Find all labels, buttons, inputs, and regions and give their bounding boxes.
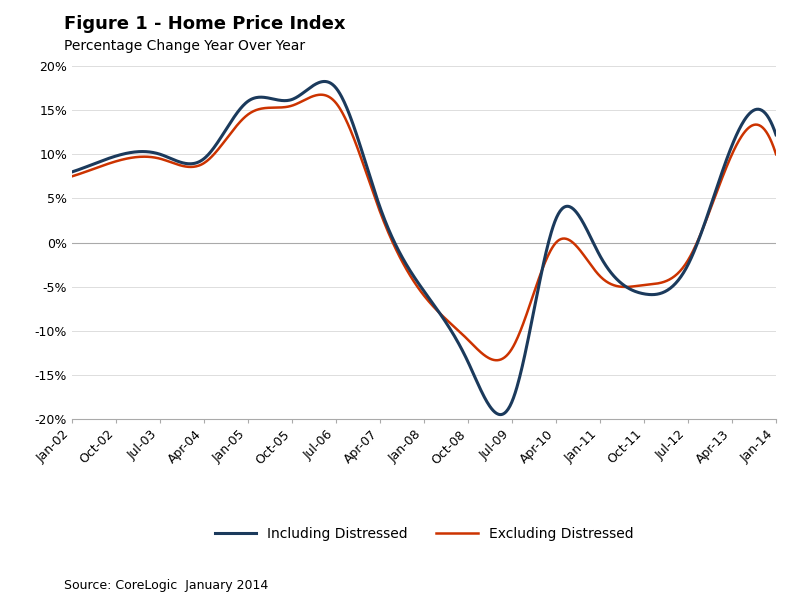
Text: Source: CoreLogic  January 2014: Source: CoreLogic January 2014	[64, 579, 268, 592]
Text: Percentage Change Year Over Year: Percentage Change Year Over Year	[64, 39, 305, 53]
Text: Figure 1 - Home Price Index: Figure 1 - Home Price Index	[64, 15, 346, 33]
Legend: Including Distressed, Excluding Distressed: Including Distressed, Excluding Distress…	[209, 522, 639, 547]
